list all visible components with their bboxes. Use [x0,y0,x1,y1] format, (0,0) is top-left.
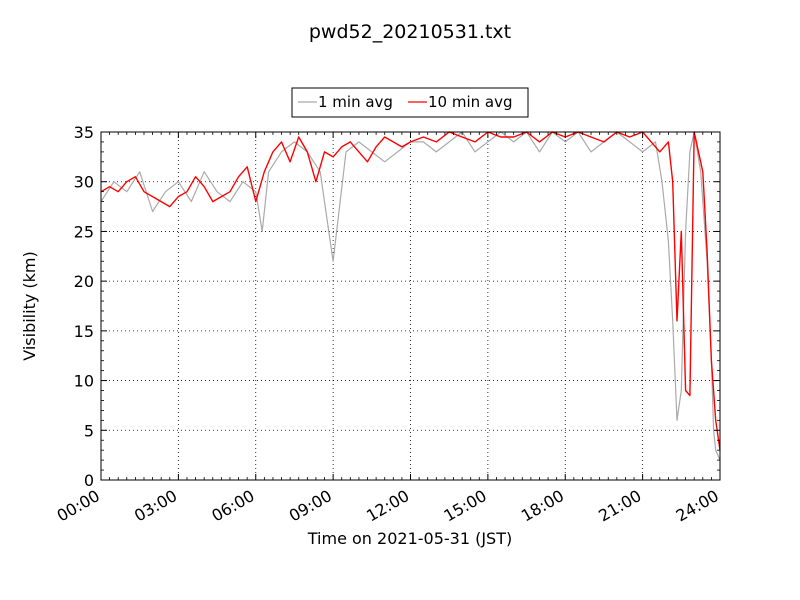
y-tick-label: 0 [84,471,94,490]
plot-background [101,132,720,480]
x-tick-label: 24:00 [673,486,722,526]
y-tick-label: 10 [74,372,94,391]
legend-label-1-min-avg: 1 min avg [318,93,393,111]
series-layer [100,131,721,461]
x-tick-label: 18:00 [518,486,567,526]
y-axis-label: Visibility (km) [20,251,39,360]
series-line-10-min-avg [100,131,721,451]
x-tick-label: 06:00 [208,486,257,526]
y-tick-label: 35 [74,123,94,142]
y-tick-label: 20 [74,272,94,291]
plot-area [100,131,721,481]
x-tick-label: 03:00 [131,486,180,526]
y-axis: 0 5 10 15 20 25 30 35 [74,123,720,490]
x-tick-label: 21:00 [595,486,644,526]
x-tick-label: 15:00 [440,486,489,526]
y-tick-label: 5 [84,421,94,440]
chart-title: pwd52_20210531.txt [309,21,511,43]
y-tick-label: 30 [74,173,94,192]
x-axis-label: Time on 2021-05-31 (JST) [307,529,512,548]
y-tick-label: 15 [74,322,94,341]
legend: 1 min avg 10 min avg [291,87,529,118]
legend-label-10-min-avg: 10 min avg [428,93,513,111]
series-line-1-min-avg [100,131,721,461]
x-tick-label: 12:00 [363,486,412,526]
x-tick-label: 00:00 [54,486,103,526]
x-tick-label: 09:00 [286,486,335,526]
y-tick-label: 25 [74,222,94,241]
